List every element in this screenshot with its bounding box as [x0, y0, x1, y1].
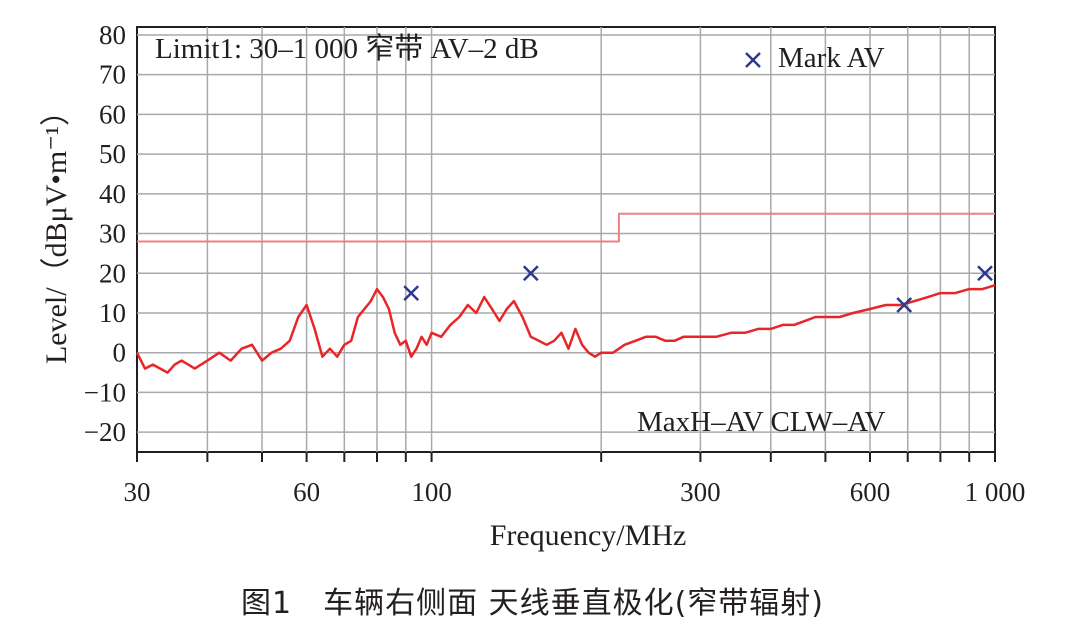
y-tick-label: 20 — [99, 258, 126, 288]
plot-area — [136, 26, 996, 453]
y-tick-label: 60 — [99, 99, 126, 129]
mark-av-point — [403, 285, 420, 302]
figure-caption: 图1 车辆右侧面 天线垂直极化(窄带辐射) — [240, 586, 825, 621]
legend-marker-icon — [745, 52, 761, 68]
x-tick-label: 600 — [850, 477, 891, 507]
y-tick-label: −10 — [84, 377, 126, 407]
limit-annotation: Limit1: 30–1 000 窄带 AV–2 dB — [155, 32, 539, 65]
trace-annotation: MaxH–AV CLW–AV — [637, 406, 885, 438]
y-tick-label: 30 — [99, 219, 126, 249]
y-tick-labels: 80 70 60 50 40 30 20 10 0 −10 −20 — [84, 20, 126, 447]
y-axis-title: Level/（dBμV•m⁻¹） — [40, 96, 73, 364]
limit-line — [137, 212, 995, 243]
x-tick-label: 60 — [293, 477, 320, 507]
y-tick-label: 50 — [99, 139, 126, 169]
tick-marks — [136, 452, 996, 462]
grid — [137, 27, 995, 452]
mark-av-point — [522, 265, 539, 282]
mark-stroke — [896, 297, 913, 313]
y-tick-label: 0 — [113, 338, 127, 368]
mark-av-point — [977, 265, 993, 282]
mark-stroke — [977, 265, 993, 282]
x-tick-labels: 30 60 100 300 600 1 000 — [124, 477, 1026, 507]
mark-av-point — [896, 297, 913, 313]
y-tick-label: 80 — [99, 20, 126, 50]
legend: Mark AV — [745, 42, 885, 74]
y-tick-label: −20 — [84, 417, 126, 447]
y-tick-label: 70 — [99, 60, 126, 90]
mark-stroke — [403, 285, 420, 302]
x-tick-label: 1 000 — [965, 477, 1026, 507]
x-tick-label: 300 — [680, 477, 721, 507]
x-tick-label: 30 — [124, 477, 151, 507]
legend-label: Mark AV — [778, 42, 885, 74]
series-layer — [135, 212, 996, 374]
y-tick-label: 40 — [99, 179, 126, 209]
markers-layer — [403, 265, 993, 313]
y-tick-label: 10 — [99, 298, 126, 328]
mark-stroke — [522, 265, 539, 282]
x-tick-label: 100 — [411, 477, 452, 507]
maxh-av-trace — [135, 284, 996, 374]
x-axis-title: Frequency/MHz — [490, 519, 687, 552]
